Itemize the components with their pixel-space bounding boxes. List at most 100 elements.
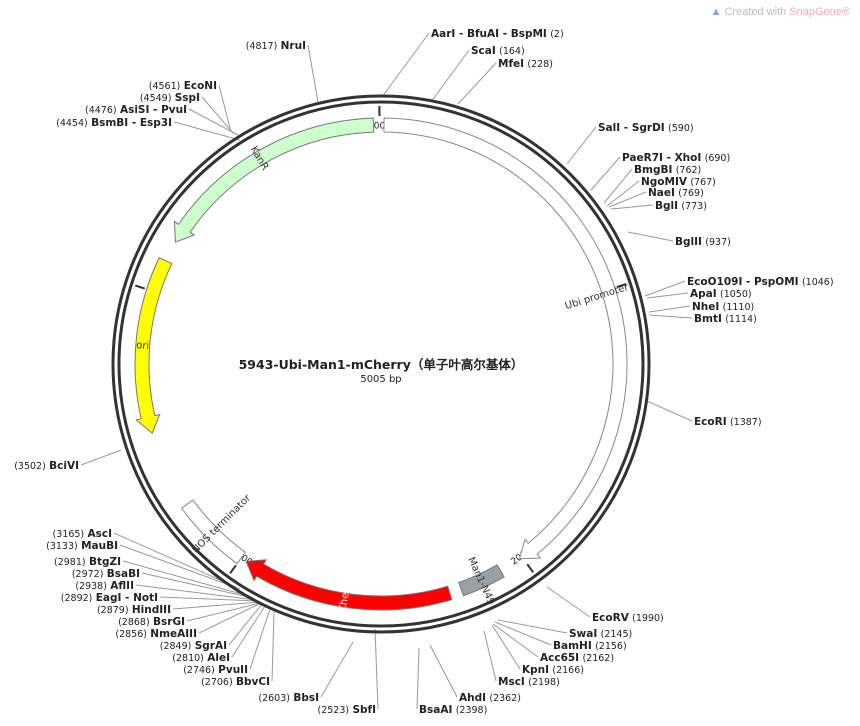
site-scai[interactable]: ScaI (164): [471, 45, 525, 57]
site-name: AsiSI - PvuI: [120, 104, 187, 116]
site-name: BciVI: [49, 460, 79, 472]
site-name: BtgZI: [89, 556, 121, 568]
site-mfei[interactable]: MfeI (228): [498, 58, 553, 70]
site-name: BsrGI: [153, 616, 185, 628]
site-leader: [646, 400, 693, 422]
site-name: ScaI: [471, 45, 496, 57]
site-name: SbfI: [352, 704, 376, 716]
site-bmti[interactable]: BmtI (1114): [694, 313, 757, 325]
site-leader: [141, 572, 254, 599]
site-name: AflII: [110, 580, 134, 592]
site-msci[interactable]: MscI (2198): [498, 676, 560, 688]
feature-mcherry[interactable]: mCherry: [245, 559, 453, 623]
site-apai[interactable]: ApaI (1050): [690, 288, 752, 300]
feature-ubi-promoter[interactable]: Ubi promoter: [383, 117, 631, 560]
site-name: EagI - NotI: [96, 592, 158, 604]
site-paer7i-xhoi[interactable]: PaeR7I - XhoI (690): [622, 152, 730, 164]
site-pvuii[interactable]: (2746) PvuII: [183, 664, 248, 676]
site-btgzi[interactable]: (2981) BtgZI: [54, 556, 121, 568]
site-leader: [172, 601, 260, 610]
site-ecori[interactable]: EcoRI (1387): [694, 416, 762, 428]
site-leader: [173, 121, 241, 141]
site-position: (4561): [149, 81, 181, 92]
site-position: (2398): [456, 705, 488, 716]
site-bcivi[interactable]: (3502) BciVI: [14, 460, 79, 472]
site-acc65i[interactable]: Acc65I (2162): [540, 652, 614, 664]
site-aflii[interactable]: (2938) AflII: [75, 580, 134, 592]
site-asci[interactable]: (3165) AscI: [53, 528, 112, 540]
site-name: NheI: [692, 301, 719, 313]
site-bglii[interactable]: BglII (937): [675, 236, 731, 248]
site-leader: [159, 596, 259, 602]
site-leader: [494, 621, 552, 646]
site-position: (773): [681, 201, 707, 212]
site-leader: [307, 44, 319, 103]
site-bmgbi[interactable]: BmgBI (762): [634, 164, 701, 176]
site-leader: [491, 624, 521, 670]
site-bgli[interactable]: BglI (773): [655, 200, 707, 212]
site-name: NruI: [281, 40, 306, 52]
site-name: EcoNI: [184, 80, 217, 92]
site-bsaai[interactable]: BsaAI (2398): [419, 704, 487, 716]
site-sali-sgrdi[interactable]: SalI - SgrDI (590): [598, 122, 694, 134]
site-econi[interactable]: (4561) EcoNI: [149, 80, 217, 92]
site-kpni[interactable]: KpnI (2166): [522, 664, 584, 676]
site-name: MfeI: [498, 58, 524, 70]
site-nrui[interactable]: (4817) NruI: [246, 40, 306, 52]
site-leader: [201, 96, 234, 134]
site-name: SspI: [175, 92, 200, 104]
site-position: (2156): [595, 641, 627, 652]
plasmid-backbone: [111, 94, 651, 634]
site-name: BbvCI: [236, 676, 270, 688]
site-leader: [320, 641, 354, 698]
site-hindiii[interactable]: (2879) HindIII: [97, 604, 171, 616]
site-swai[interactable]: SwaI (2145): [569, 628, 632, 640]
site-position: (4454): [56, 118, 88, 129]
site-ecorv[interactable]: EcoRV (1990): [592, 612, 664, 624]
site-name: BbsI: [293, 692, 319, 704]
site-sspi[interactable]: (4549) SspI: [140, 92, 200, 104]
site-bbvci[interactable]: (2706) BbvCI: [201, 676, 270, 688]
site-nhei[interactable]: NheI (1110): [692, 301, 754, 313]
position-ticks: 10002000300040005000: [134, 105, 627, 574]
site-bsabi[interactable]: (2972) BsaBI: [72, 568, 140, 580]
site-eagi-noti[interactable]: (2892) EagI - NotI: [61, 592, 158, 604]
site-position: (2746): [183, 665, 215, 676]
site-position: (4549): [140, 93, 172, 104]
site-leader: [430, 49, 470, 103]
site-name: BmgBI: [634, 164, 672, 176]
site-position: (2849): [160, 641, 192, 652]
site-leader: [492, 623, 539, 658]
site-aari-bfuai-bspmi[interactable]: AarI - BfuAI - BspMI (2): [431, 28, 564, 40]
site-sbfi[interactable]: (2523) SbfI: [318, 704, 377, 716]
site-bsrgi[interactable]: (2868) BsrGI: [118, 616, 185, 628]
site-ecoo109i-pspomi[interactable]: EcoO109I - PspOMI (1046): [687, 276, 834, 288]
site-naei[interactable]: NaeI (769): [648, 187, 704, 199]
site-alei[interactable]: (2810) AleI: [172, 652, 230, 664]
site-name: EcoO109I - PspOMI: [687, 276, 799, 288]
feature-ori[interactable]: ori: [134, 256, 173, 434]
feature-kanr[interactable]: KanR: [173, 117, 375, 243]
site-position: (164): [499, 46, 525, 57]
site-asisi-pvui[interactable]: (4476) AsiSI - PvuI: [85, 104, 187, 116]
site-bbsi[interactable]: (2603) BbsI: [258, 692, 319, 704]
site-ahdi[interactable]: AhdI (2362): [459, 692, 521, 704]
site-position: (4476): [85, 105, 117, 116]
site-maubi[interactable]: (3133) MauBI: [46, 540, 118, 552]
site-name: MscI: [498, 676, 525, 688]
site-bamhi[interactable]: BamHI (2156): [553, 640, 627, 652]
site-leader: [218, 84, 232, 133]
site-nmeaiii[interactable]: (2856) NmeAIII: [115, 628, 197, 640]
site-position: (2879): [97, 605, 129, 616]
site-position: (2145): [601, 629, 633, 640]
site-leader: [648, 305, 691, 313]
site-leader: [228, 603, 263, 646]
site-leader: [188, 108, 239, 136]
plasmid-center-label: 5943-Ubi-Man1-mCherry（单子叶高尔基体） 5005 bp: [239, 357, 524, 385]
site-sgrai[interactable]: (2849) SgrAI: [160, 640, 227, 652]
site-bsmbi-esp3i[interactable]: (4454) BsmBI - Esp3I: [56, 117, 172, 129]
branding-app: SnapGene: [789, 6, 842, 18]
site-leader: [644, 280, 686, 297]
site-ngomiv[interactable]: NgoMIV (767): [641, 176, 716, 188]
